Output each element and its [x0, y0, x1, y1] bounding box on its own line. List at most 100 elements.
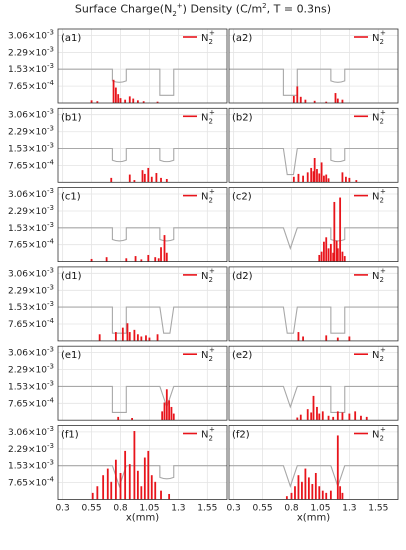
data-bar	[354, 411, 357, 421]
data-bar	[165, 252, 168, 262]
y-tick-label: 7.65×10-4	[8, 396, 55, 409]
plot-frame	[228, 28, 399, 104]
plot-frame	[228, 266, 399, 342]
data-bar	[345, 176, 347, 183]
panel-f1: (f1) N2+ 7.65×10-4 1.53×10-3 2.29×10-3 3.06×1…	[8, 425, 228, 524]
data-bar	[321, 411, 324, 421]
geometry-profile	[58, 147, 227, 163]
legend-label: N2+	[201, 188, 215, 205]
panel-a1: (a1) N2+ 7.65×10-4 1.53×10-3 2.29×10-3 3.06×1…	[8, 28, 228, 104]
legend-label: N2+	[201, 29, 215, 46]
y-tick-label: 1.53×10-3	[8, 379, 54, 392]
plot-frame	[57, 187, 228, 263]
plot-area	[229, 29, 398, 103]
data-bar	[323, 175, 325, 183]
data-bar	[339, 486, 342, 500]
data-bar	[318, 413, 321, 421]
legend-label: N2+	[372, 188, 386, 205]
data-bar	[161, 411, 164, 421]
data-bar	[154, 481, 157, 500]
data-bar	[156, 334, 159, 341]
panel-d2: (d2) N2+	[228, 266, 399, 342]
data-bar	[290, 492, 293, 500]
y-tick-label: 1.53×10-3	[8, 142, 54, 155]
data-bar	[336, 337, 339, 341]
data-bar	[136, 470, 139, 500]
plot-frame	[57, 425, 228, 500]
data-bar	[304, 99, 307, 103]
plot-frame	[228, 345, 399, 421]
data-bar	[297, 332, 300, 341]
data-bar	[133, 431, 136, 500]
y-tick-label: 7.65×10-4	[8, 79, 55, 92]
data-bar	[302, 175, 304, 183]
data-bar	[301, 481, 303, 500]
data-bar	[297, 475, 300, 500]
data-bar	[296, 86, 299, 103]
data-bar	[307, 477, 310, 500]
data-bar	[156, 101, 159, 103]
data-bar	[160, 177, 162, 183]
data-bar	[157, 258, 160, 262]
data-bar	[147, 450, 150, 500]
plot-frame	[228, 107, 399, 183]
y-tick-label: 3.06×10-3	[8, 28, 54, 41]
data-bar	[132, 98, 135, 103]
data-bar	[145, 335, 147, 341]
data-bar	[325, 335, 328, 341]
data-bar	[310, 167, 313, 183]
data-bar	[91, 492, 94, 500]
data-bar	[114, 459, 117, 500]
panel-c2: (c2) N2+	[228, 187, 399, 263]
panel-label: (c2)	[232, 192, 252, 203]
data-bar	[172, 413, 175, 421]
x-tick-label: 1.05	[310, 504, 330, 514]
data-bar	[306, 409, 309, 421]
y-tick-label: 3.06×10-3	[8, 346, 54, 359]
data-bar	[168, 400, 171, 421]
data-bar	[333, 201, 336, 262]
panel-label: (a2)	[232, 33, 252, 44]
geometry-profile	[229, 465, 398, 488]
data-bar	[141, 170, 144, 183]
data-bar	[299, 96, 302, 103]
data-bar	[124, 99, 127, 103]
data-bar	[302, 336, 304, 341]
data-bar	[147, 254, 150, 262]
x-tick-label: 0.55	[253, 504, 273, 514]
data-bar	[102, 475, 105, 500]
plot-frame	[57, 28, 228, 104]
data-bar	[311, 484, 314, 500]
panel-label: (f1)	[61, 430, 79, 441]
data-bar	[294, 486, 296, 500]
data-bar	[124, 450, 127, 500]
data-bar	[312, 395, 315, 421]
plot-frame	[57, 107, 228, 183]
x-tick-label: 0.8	[113, 504, 128, 514]
x-tick-label: 1.3	[171, 504, 185, 514]
data-bar	[140, 336, 143, 341]
panel-a2: (a2) N2+	[228, 28, 399, 104]
data-bar	[332, 416, 335, 421]
panel-label: (d1)	[61, 271, 82, 282]
panel-b1: (b1) N2+ 7.65×10-4 1.53×10-3 2.29×10-3 3.06×1…	[8, 107, 228, 183]
geometry-profile	[58, 306, 227, 334]
data-bar	[110, 481, 113, 500]
data-bar	[292, 95, 295, 103]
data-bar	[119, 98, 122, 103]
panel-label: (e2)	[232, 350, 252, 361]
data-bar	[332, 252, 335, 262]
geometry-profile	[58, 227, 227, 242]
data-bar	[318, 254, 321, 262]
data-bar	[126, 323, 129, 341]
y-tick-label: 2.29×10-3	[8, 125, 54, 138]
data-bar	[114, 87, 117, 103]
plot-frame	[228, 187, 399, 263]
data-bar	[336, 248, 339, 262]
data-bar	[325, 174, 328, 183]
data-bar	[143, 173, 146, 183]
legend-label: N2+	[201, 426, 215, 443]
data-bar	[142, 101, 145, 103]
data-bar	[348, 177, 351, 183]
